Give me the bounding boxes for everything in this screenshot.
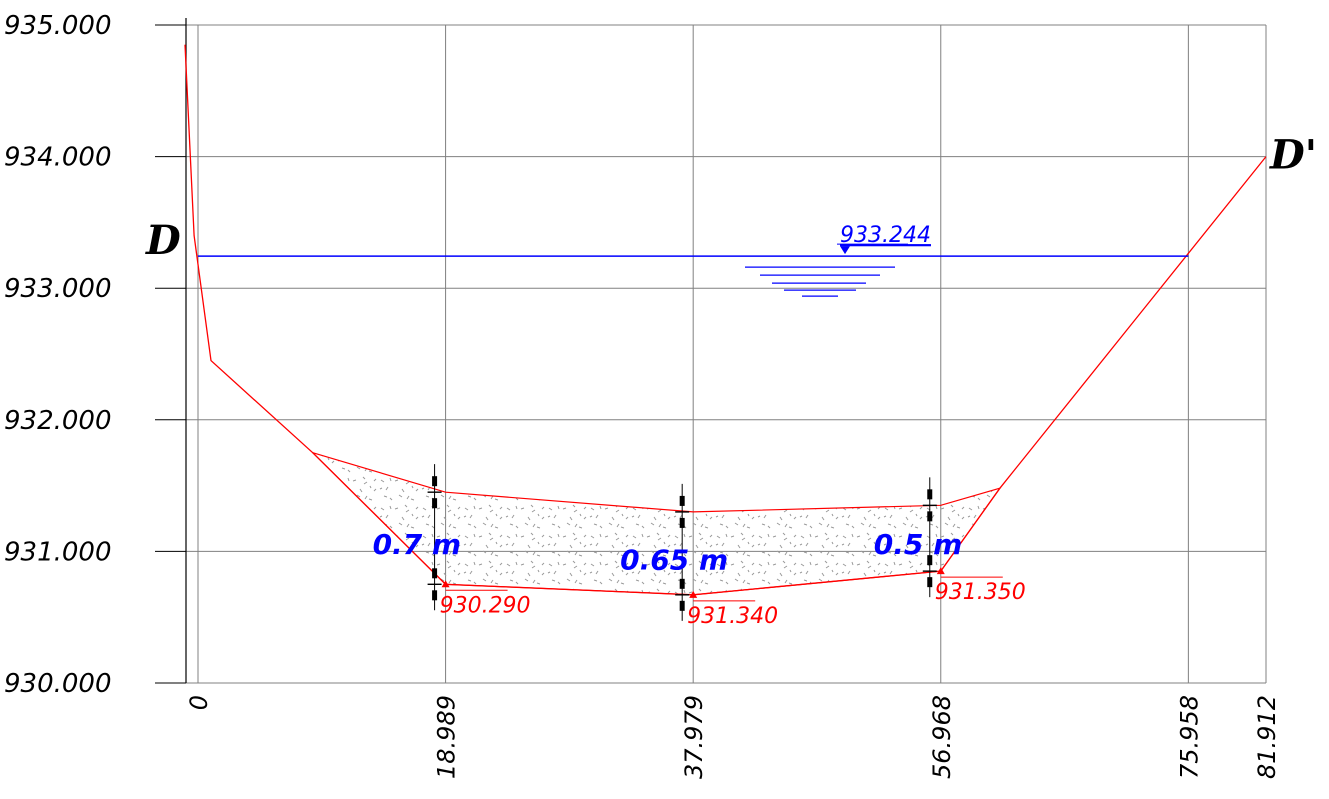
x-tick-label: 37.979 [680,695,708,779]
elevation-marker [936,567,945,575]
thickness-dim-arrow [432,476,438,487]
water-level-triangle [840,246,850,255]
thickness-dim-arrow [679,600,685,611]
y-tick-label: 934.000 [4,143,112,173]
thickness-dim-arrow [679,495,685,506]
x-tick-label: 56.968 [928,695,956,779]
y-tick-label: 931.000 [4,537,112,567]
thickness-dim-arrow [927,511,933,522]
thickness-label: 0.5 m [874,528,963,561]
thickness-dim-arrow [679,517,685,528]
x-tick-label: 0 [185,695,213,710]
thickness-label: 0.7 m [373,528,462,561]
y-tick-label: 935.000 [4,11,112,41]
y-tick-label: 932.000 [4,406,112,436]
section-end-label: D' [1269,132,1317,179]
thickness-dim-arrow [679,578,685,589]
x-tick-label: 81.912 [1253,695,1281,779]
thickness-dim-arrow [432,590,438,601]
axes [155,18,187,684]
y-tick-label: 933.000 [4,274,112,304]
thickness-dim-arrow [927,577,933,588]
thickness-markers: 0.7 m 930.290 0.65 m 931.340 0.5 m 931.350 [373,464,1026,629]
thickness-dim-arrow [432,498,438,509]
thickness-dim-arrow [432,568,438,579]
x-tick-labels: 0 18.989 37.979 56.968 75.958 81.912 [185,695,1281,779]
thickness-label: 0.65 m [620,543,728,576]
y-tick-labels: 935.000 934.000 933.000 932.000 931.000 930.0… [4,11,112,699]
elevation-label: 930.290 [440,593,531,618]
water-level-symbol [745,243,908,297]
thickness-dim-arrow [927,555,933,566]
y-tick-label: 930.000 [4,669,112,699]
water-level-label: 933.244 [840,223,931,248]
x-tick-label: 75.958 [1175,695,1203,779]
elevation-marker [689,590,698,598]
elevation-label: 931.340 [687,604,778,629]
x-tick-label: 18.989 [433,695,461,779]
elevation-marker [441,580,450,588]
elevation-label: 931.350 [935,580,1026,605]
thickness-dim-arrow [927,489,933,500]
section-start-label: D [145,217,181,264]
